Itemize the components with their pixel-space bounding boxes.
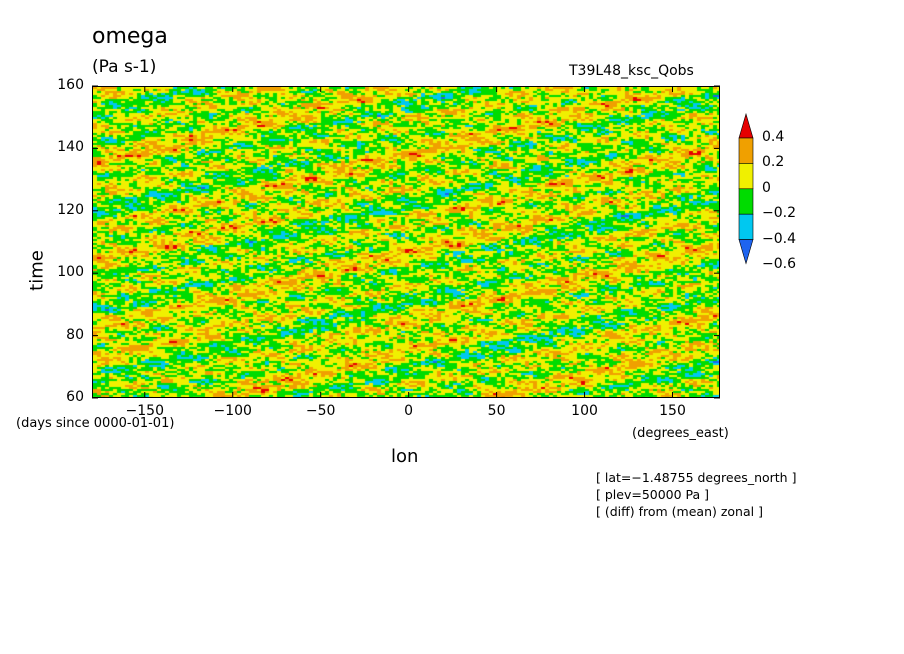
y-tick-label: 160	[57, 77, 84, 93]
y-axis-units: (days since 0000-01-01)	[16, 416, 175, 431]
x-tick-label: −150	[125, 403, 164, 419]
x-tick-label: −50	[305, 403, 336, 419]
colorbar-min-extend	[738, 239, 754, 265]
colorbar-level-label: 0	[762, 179, 771, 196]
x-tick-label: 100	[571, 403, 598, 419]
colorbar-segment	[738, 188, 754, 215]
colorbar-level-label: −0.4	[762, 230, 796, 247]
note-latitude: [ lat=−1.48755 degrees_north ]	[596, 470, 797, 485]
colorbar-level-label: 0.4	[762, 129, 785, 145]
colorbar-segment	[738, 137, 754, 164]
omega-field	[93, 87, 719, 397]
y-tick-label: 80	[66, 326, 84, 343]
colorbar-level-label: −0.2	[762, 205, 796, 222]
x-axis-units: (degrees_east)	[632, 426, 729, 441]
chart-title: omega	[92, 24, 168, 49]
plot-area	[92, 86, 720, 398]
x-tick-label: 0	[404, 403, 414, 419]
chart-units: (Pa s-1)	[92, 57, 157, 77]
note-zonal-diff: [ (diff) from (mean) zonal ]	[596, 504, 763, 519]
y-axis-label: time	[26, 250, 48, 291]
colorbar-segment	[738, 213, 754, 240]
colorbar-level-label: 0.2	[762, 154, 785, 171]
note-pressure-level: [ plev=50000 Pa ]	[596, 487, 710, 502]
x-tick-label: 50	[487, 403, 506, 419]
y-tick-label: 120	[57, 201, 84, 218]
colorbar-max-extend	[738, 112, 754, 139]
y-tick-label: 140	[57, 139, 84, 156]
colorbar-segment	[738, 163, 754, 190]
run-label: T39L48_ksc_Qobs	[569, 63, 694, 79]
x-tick-label: 150	[659, 403, 686, 419]
x-tick-label: −100	[213, 403, 252, 419]
x-axis-label: lon	[391, 446, 419, 467]
y-tick-label: 60	[66, 389, 84, 405]
y-tick-label: 100	[57, 264, 84, 281]
colorbar-level-label: −0.6	[762, 256, 796, 272]
